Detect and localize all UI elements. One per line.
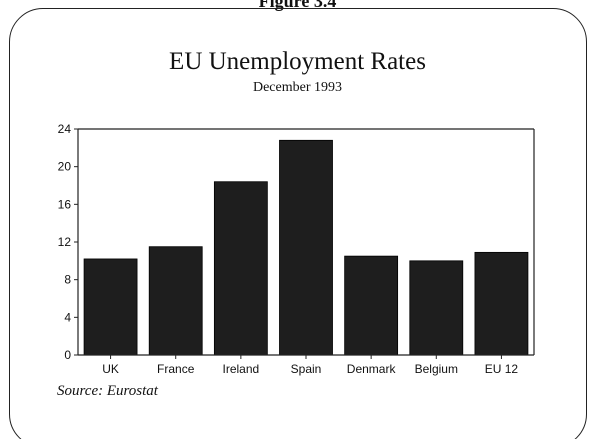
bar-uk <box>83 258 138 356</box>
axis-layer: 0 4 8 12 16 20 24 UK France Ireland Spain Denmark Be… <box>58 122 535 376</box>
y-tick-label: 0 <box>64 348 71 362</box>
bars-layer <box>83 139 529 356</box>
y-tick-label: 12 <box>58 235 72 249</box>
y-tick-label: 20 <box>58 160 72 174</box>
x-tick-label: EU 12 <box>485 362 519 376</box>
bar-denmark <box>344 255 399 356</box>
y-tick-label: 24 <box>58 122 72 136</box>
bar-belgium <box>409 260 464 356</box>
x-tick-label: Belgium <box>415 362 458 376</box>
y-tick-label: 16 <box>58 197 72 211</box>
x-tick-label: Denmark <box>347 362 397 376</box>
x-tick-label: France <box>157 362 195 376</box>
source-note: Source: Eurostat <box>57 383 158 399</box>
x-tick-label: UK <box>102 362 119 376</box>
bar-spain <box>279 139 333 356</box>
figure-label: Figure 3.4 <box>258 0 337 11</box>
x-tick-label: Ireland <box>223 362 260 376</box>
chart-title: EU Unemployment Rates <box>169 48 426 75</box>
chart-subtitle: December 1993 <box>252 80 343 95</box>
bar-ireland <box>213 181 268 356</box>
x-tick-label: Spain <box>291 362 322 376</box>
y-tick-label: 4 <box>64 310 71 324</box>
y-tick-label: 8 <box>64 273 71 287</box>
bar-france <box>148 246 203 356</box>
bar-eu-12 <box>474 251 529 356</box>
chart-panel <box>9 8 587 439</box>
